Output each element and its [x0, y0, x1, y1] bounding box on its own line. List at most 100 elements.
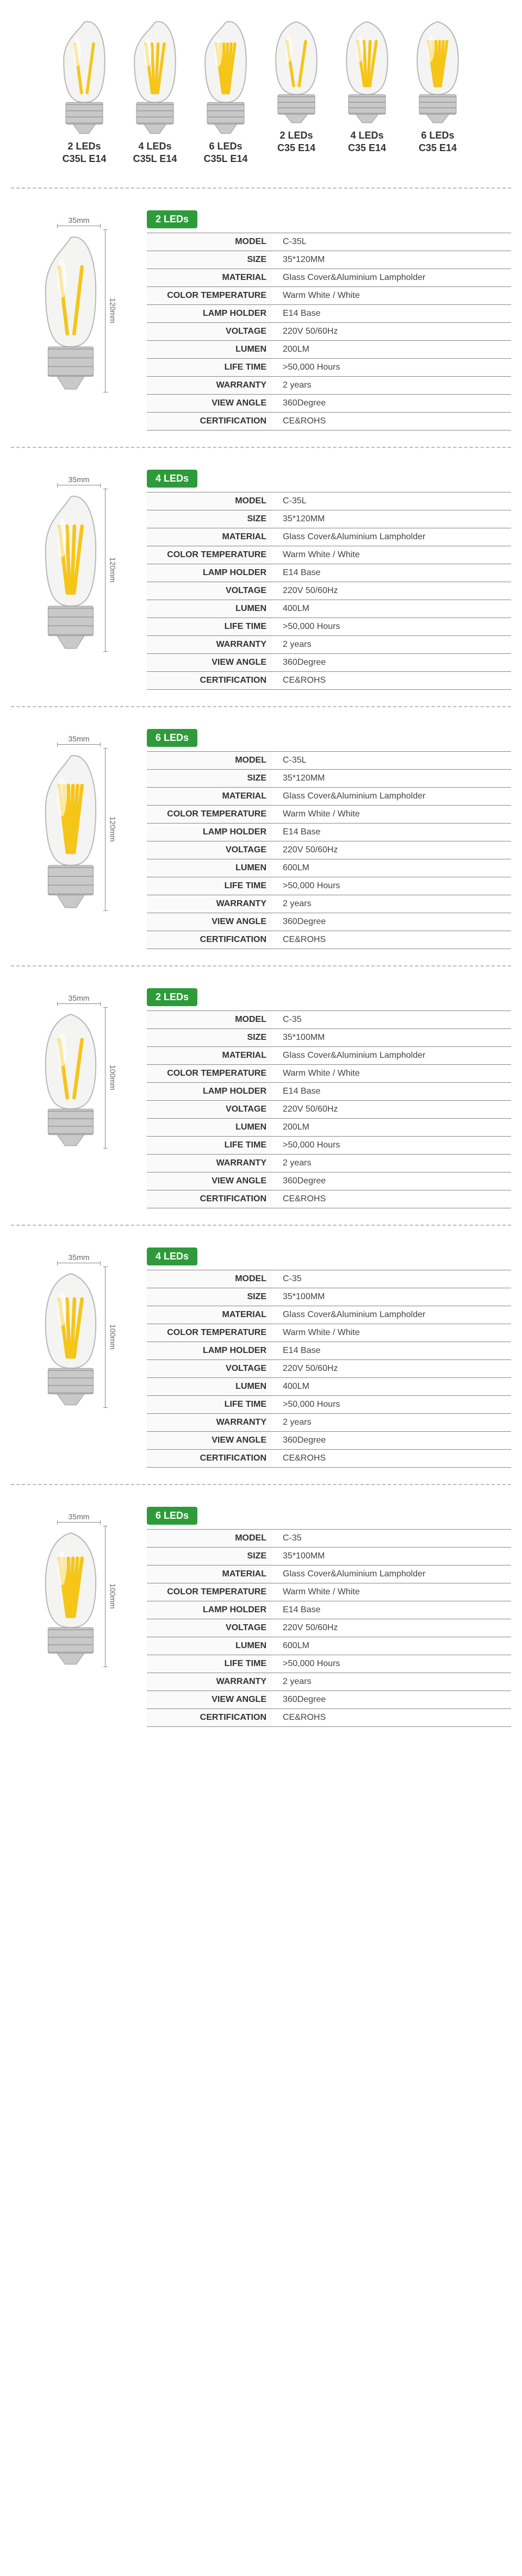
table-row: SIZE 35*100MM — [147, 1028, 511, 1046]
spec-value: Glass Cover&Aluminium Lampholder — [272, 787, 511, 805]
spec-key: LUMEN — [147, 600, 272, 618]
spec-key: MATERIAL — [147, 1306, 272, 1324]
spec-value: E14 Base — [272, 1601, 511, 1619]
spec-value: >50,000 Hours — [272, 1655, 511, 1673]
dimension-width: 35mm — [16, 216, 141, 224]
section-divider — [11, 447, 511, 448]
table-row: LUMEN 200LM — [147, 1118, 511, 1136]
spec-key: WARRANTY — [147, 1413, 272, 1431]
top-bulb-label: 2 LEDsC35L E14 — [63, 140, 107, 166]
table-row: LAMP HOLDER E14 Base — [147, 823, 511, 841]
spec-key: CERTIFICATION — [147, 1190, 272, 1208]
spec-section: 35mm 100mm 6 LEDs MODEL C-35 SIZE 35*100… — [0, 1501, 522, 1727]
dimension-height: 100mm — [109, 1324, 117, 1350]
spec-key: VOLTAGE — [147, 582, 272, 600]
spec-value: 400LM — [272, 600, 511, 618]
spec-key: LUMEN — [147, 1377, 272, 1395]
table-row: VOLTAGE 220V 50/60Hz — [147, 1100, 511, 1118]
spec-value: >50,000 Hours — [272, 358, 511, 376]
spec-value: 200LM — [272, 340, 511, 358]
led-count-badge: 2 LEDs — [147, 210, 197, 228]
table-row: MODEL C-35 — [147, 1270, 511, 1288]
spec-key: SIZE — [147, 1547, 272, 1565]
spec-value: CE&ROHS — [272, 931, 511, 949]
spec-value: 400LM — [272, 1377, 511, 1395]
spec-value: 600LM — [272, 859, 511, 877]
spec-value: E14 Base — [272, 1082, 511, 1100]
bulb-diagram: 35mm 100mm — [11, 983, 147, 1159]
table-row: CERTIFICATION CE&ROHS — [147, 1190, 511, 1208]
sections-container: 35mm 120mm 2 LEDs MODEL C-35L SIZE 35*12… — [0, 188, 522, 1727]
spec-key: SIZE — [147, 769, 272, 787]
spec-key: CERTIFICATION — [147, 931, 272, 949]
spec-key: VOLTAGE — [147, 1100, 272, 1118]
bulb-diagram: 35mm 120mm — [11, 464, 147, 663]
top-bulb-label: 2 LEDsC35 E14 — [277, 129, 315, 155]
table-row: MATERIAL Glass Cover&Aluminium Lampholde… — [147, 1565, 511, 1583]
spec-value: Glass Cover&Aluminium Lampholder — [272, 528, 511, 546]
spec-value: C-35 — [272, 1270, 511, 1288]
spec-key: MATERIAL — [147, 269, 272, 286]
spec-section: 35mm 100mm 4 LEDs MODEL C-35 SIZE 35*100… — [0, 1242, 522, 1468]
spec-key: VIEW ANGLE — [147, 913, 272, 931]
top-bulb-item: 6 LEDsC35 E14 — [413, 16, 462, 166]
spec-key: MATERIAL — [147, 528, 272, 546]
table-row: MATERIAL Glass Cover&Aluminium Lampholde… — [147, 1306, 511, 1324]
spec-key: VIEW ANGLE — [147, 1691, 272, 1708]
spec-value: CE&ROHS — [272, 1190, 511, 1208]
top-bulb-row: 2 LEDsC35L E14 4 LEDsC35L E14 6 LEDsC35L… — [0, 0, 522, 171]
dimension-height: 120mm — [109, 816, 117, 842]
top-bulb-item: 2 LEDsC35L E14 — [60, 16, 109, 166]
bulb-diagram: 35mm 120mm — [11, 723, 147, 922]
spec-table: MODEL C-35 SIZE 35*100MM MATERIAL Glass … — [147, 1011, 511, 1208]
bulb-diagram: 35mm 100mm — [11, 1501, 147, 1678]
spec-key: MATERIAL — [147, 1565, 272, 1583]
spec-table-block: 2 LEDs MODEL C-35 SIZE 35*100MM MATERIAL… — [147, 983, 511, 1208]
table-row: MODEL C-35L — [147, 751, 511, 769]
table-row: WARRANTY 2 years — [147, 376, 511, 394]
spec-value: 220V 50/60Hz — [272, 322, 511, 340]
table-row: VOLTAGE 220V 50/60Hz — [147, 582, 511, 600]
spec-key: MODEL — [147, 1011, 272, 1028]
spec-value: Glass Cover&Aluminium Lampholder — [272, 1306, 511, 1324]
dimension-height: 120mm — [109, 298, 117, 323]
table-row: VOLTAGE 220V 50/60Hz — [147, 1619, 511, 1637]
table-row: CERTIFICATION CE&ROHS — [147, 931, 511, 949]
table-row: MODEL C-35 — [147, 1011, 511, 1028]
table-row: MODEL C-35L — [147, 492, 511, 510]
spec-value: Warm White / White — [272, 1064, 511, 1082]
spec-key: LIFE TIME — [147, 358, 272, 376]
dimension-width-line — [57, 1522, 101, 1523]
spec-key: MODEL — [147, 1529, 272, 1547]
dimension-width: 35mm — [16, 1512, 141, 1521]
dimension-height: 100mm — [109, 1583, 117, 1609]
table-row: COLOR TEMPERATURE Warm White / White — [147, 1583, 511, 1601]
table-row: LAMP HOLDER E14 Base — [147, 1342, 511, 1359]
spec-value: Warm White / White — [272, 1583, 511, 1601]
table-row: COLOR TEMPERATURE Warm White / White — [147, 1064, 511, 1082]
dimension-width: 35mm — [16, 734, 141, 743]
spec-value: Warm White / White — [272, 546, 511, 564]
spec-value: CE&ROHS — [272, 1708, 511, 1726]
spec-key: SIZE — [147, 1028, 272, 1046]
spec-key: CERTIFICATION — [147, 1449, 272, 1467]
table-row: SIZE 35*120MM — [147, 510, 511, 528]
top-bulb-label: 4 LEDsC35 E14 — [348, 129, 386, 155]
spec-key: COLOR TEMPERATURE — [147, 286, 272, 304]
spec-section: 35mm 100mm 2 LEDs MODEL C-35 SIZE 35*100… — [0, 983, 522, 1208]
table-row: MATERIAL Glass Cover&Aluminium Lampholde… — [147, 1046, 511, 1064]
spec-key: VIEW ANGLE — [147, 653, 272, 671]
table-row: VOLTAGE 220V 50/60Hz — [147, 1359, 511, 1377]
spec-value: 360Degree — [272, 653, 511, 671]
top-bulb-item: 2 LEDsC35 E14 — [272, 16, 321, 166]
bulb-diagram: 35mm 120mm — [11, 205, 147, 403]
table-row: MODEL C-35 — [147, 1529, 511, 1547]
spec-key: VOLTAGE — [147, 1619, 272, 1637]
top-bulb-item: 4 LEDsC35L E14 — [130, 16, 179, 166]
table-row: VIEW ANGLE 360Degree — [147, 1691, 511, 1708]
spec-key: COLOR TEMPERATURE — [147, 805, 272, 823]
table-row: WARRANTY 2 years — [147, 895, 511, 913]
top-bulb-item: 4 LEDsC35 E14 — [343, 16, 391, 166]
dimension-height: 100mm — [109, 1065, 117, 1090]
spec-table-block: 4 LEDs MODEL C-35 SIZE 35*100MM MATERIAL… — [147, 1242, 511, 1468]
